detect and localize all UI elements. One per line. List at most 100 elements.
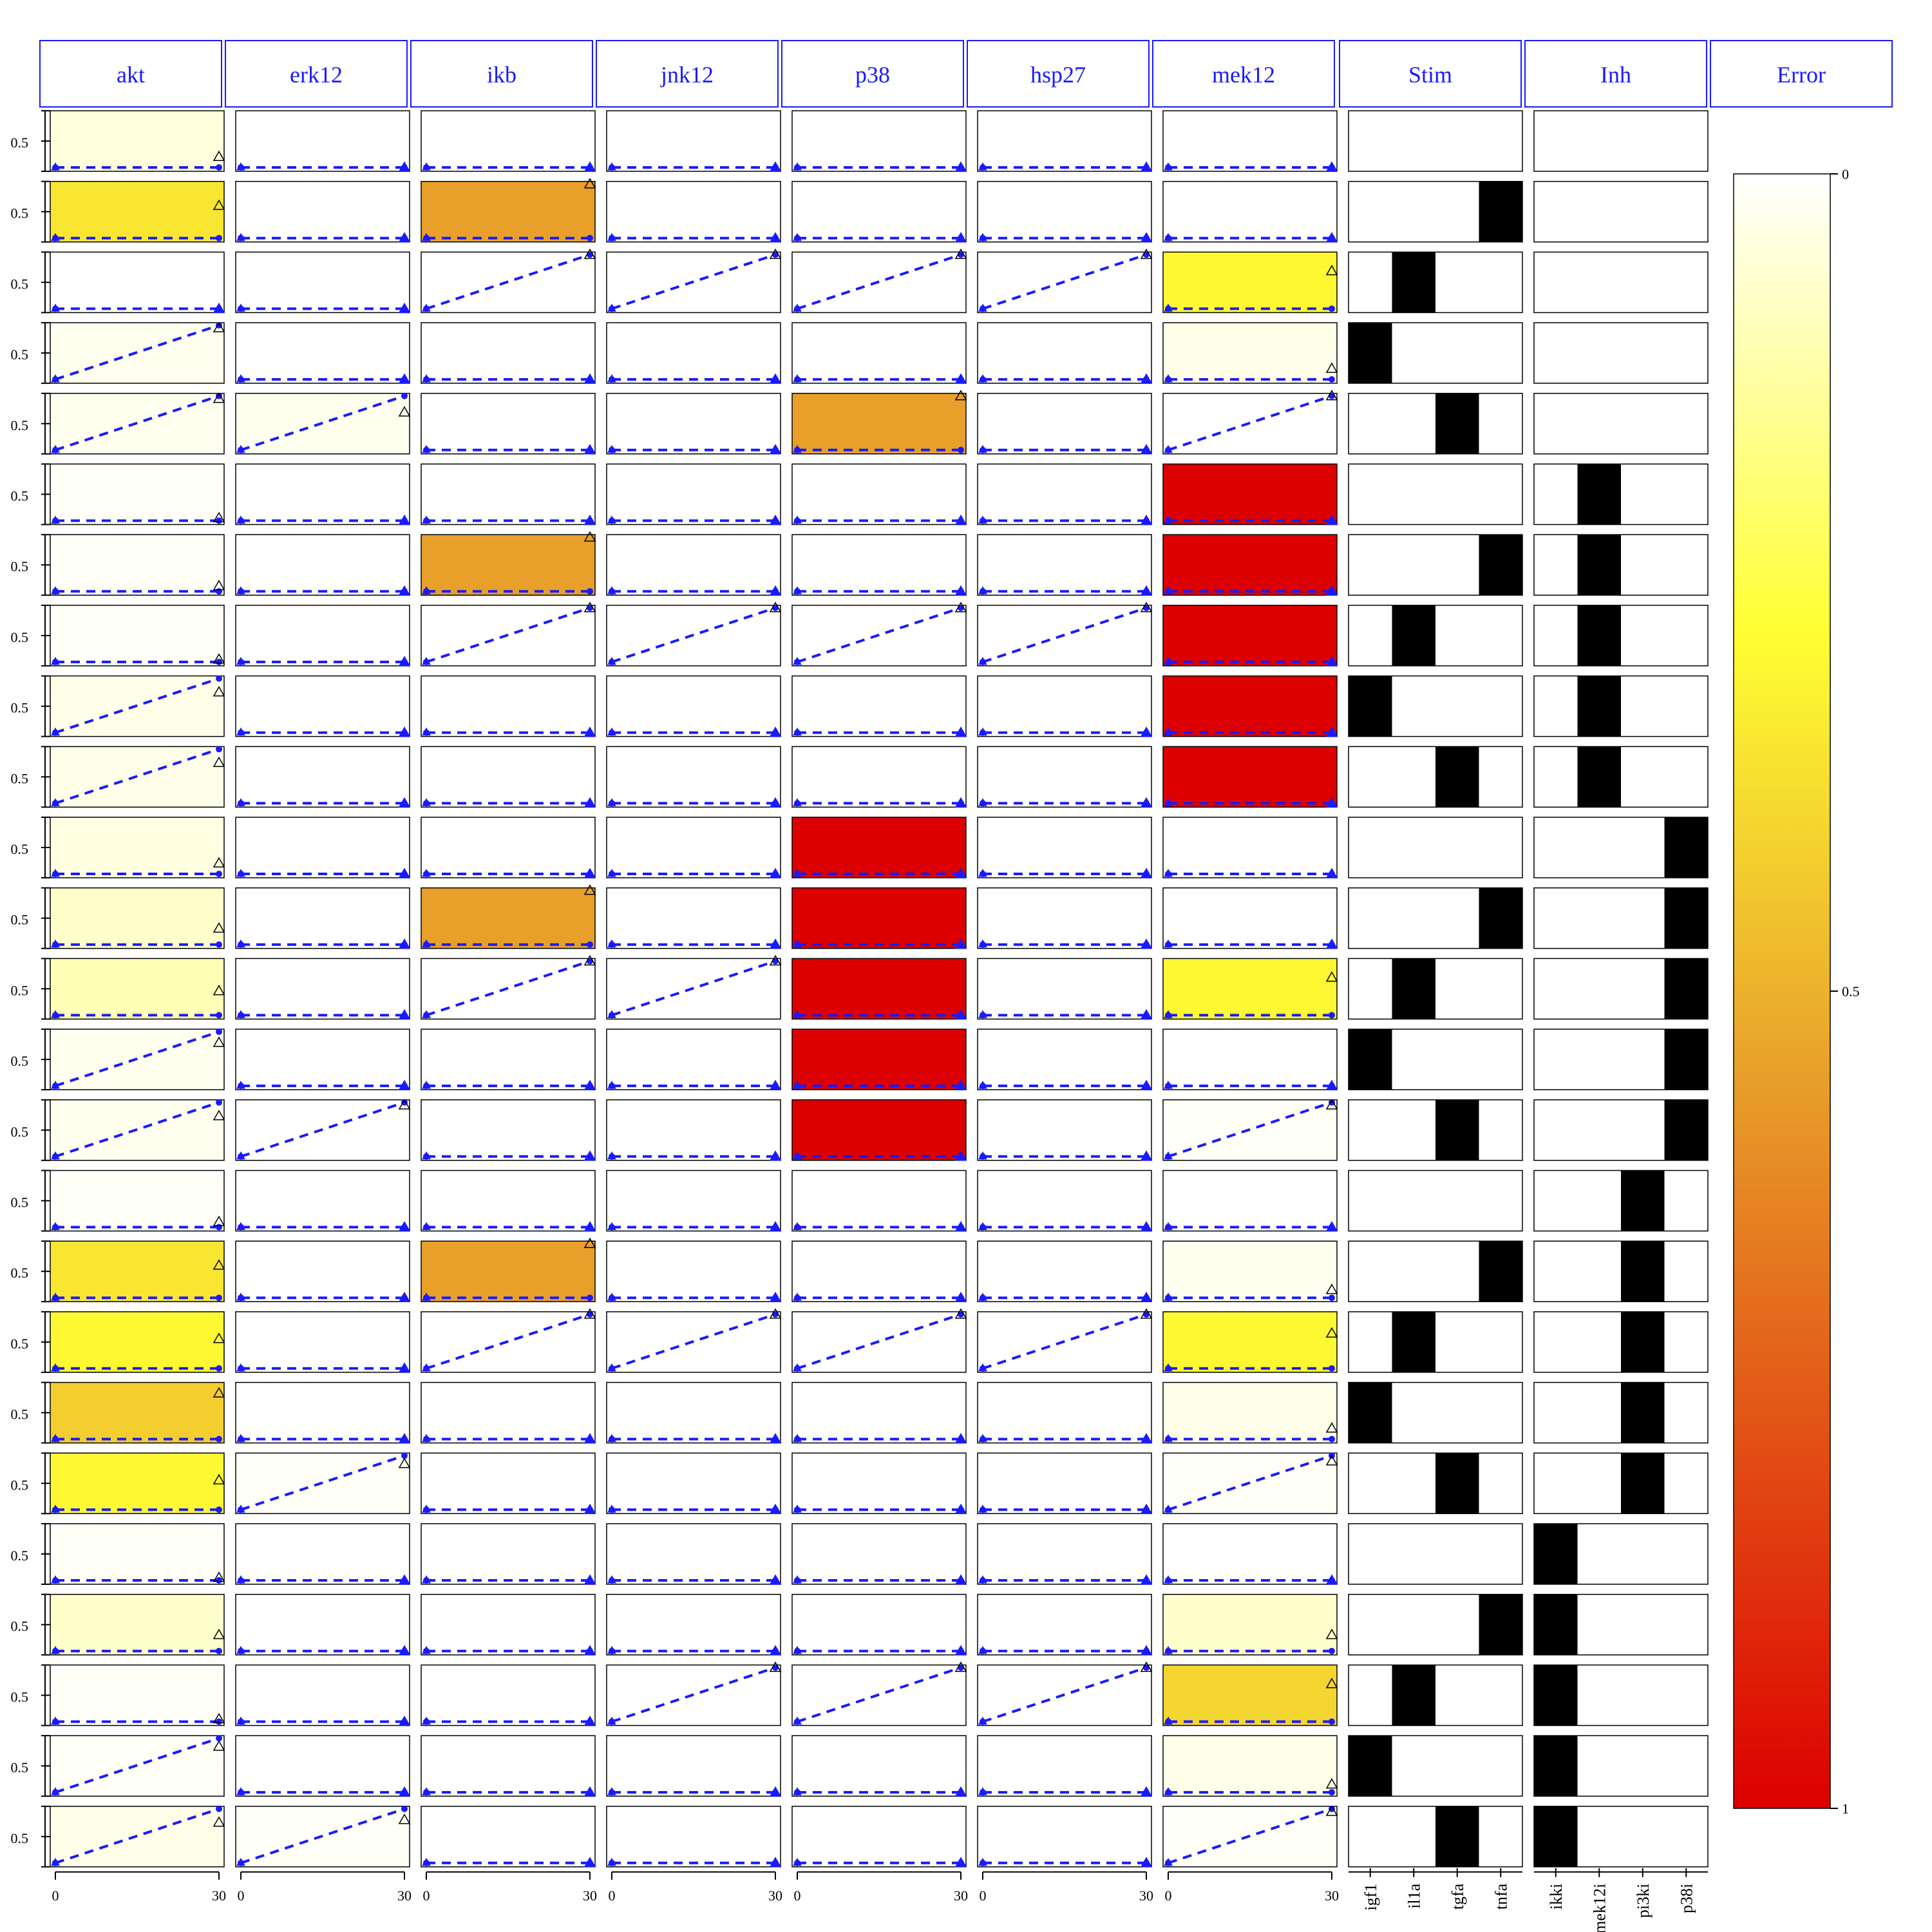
data-triangle — [583, 1857, 596, 1868]
data-triangle — [607, 1787, 616, 1795]
simulation-line — [797, 1666, 961, 1723]
data-triangle — [607, 798, 616, 806]
data-triangle — [793, 1575, 802, 1584]
inh-on-cell — [1534, 1524, 1578, 1584]
experiment-row: 0.5 — [11, 1805, 1338, 1868]
data-triangle — [793, 1010, 802, 1018]
data-triangle — [1164, 1010, 1173, 1018]
data-triangle — [793, 1363, 802, 1372]
data-triangle — [213, 511, 225, 523]
error-cell — [791, 1735, 967, 1797]
simulation-point — [587, 604, 593, 611]
data-triangle — [51, 374, 60, 383]
stim-on-cell — [1479, 1594, 1522, 1655]
simulation-point — [216, 1805, 222, 1812]
data-triangle — [954, 161, 967, 172]
data-triangle — [213, 1740, 225, 1751]
x-tick-label: 30 — [1139, 1888, 1153, 1904]
error-cell — [606, 817, 781, 878]
data-triangle — [583, 1715, 596, 1727]
data-triangle — [213, 199, 225, 211]
inh-on-cell — [1621, 1311, 1665, 1372]
data-triangle — [769, 797, 782, 808]
inh-on-cell — [1577, 676, 1621, 737]
error-cell — [1162, 322, 1338, 384]
x-tick-label: 0 — [1165, 1888, 1172, 1904]
data-triangle — [213, 302, 225, 314]
stim-on-cell — [1435, 1099, 1479, 1160]
data-triangle — [422, 1575, 431, 1584]
data-triangle — [793, 656, 802, 665]
simulation-point — [587, 251, 593, 258]
data-triangle — [1140, 1291, 1153, 1302]
data-triangle — [51, 444, 60, 453]
simulation-line — [982, 1666, 1147, 1723]
stim-row-box — [1348, 1523, 1523, 1585]
simulation-point — [216, 392, 222, 399]
data-triangle — [978, 1222, 987, 1230]
error-colorbar: 00.51 — [1733, 166, 1860, 1817]
data-triangle — [398, 1574, 411, 1585]
inh-on-cell — [1534, 1594, 1578, 1655]
simulation-point — [958, 446, 964, 453]
data-triangle — [583, 884, 596, 895]
x-tick-label: 0 — [52, 1888, 59, 1904]
data-triangle — [793, 162, 802, 171]
stim-label: il1a — [1405, 1883, 1423, 1908]
data-triangle — [1164, 727, 1173, 736]
data-triangle — [422, 162, 431, 171]
data-triangle — [793, 1081, 802, 1089]
stim-on-cell — [1392, 958, 1435, 1019]
data-triangle — [793, 1293, 802, 1301]
inh-label: pi3ki — [1634, 1884, 1653, 1918]
data-triangle — [1140, 1786, 1153, 1797]
data-triangle — [236, 1787, 245, 1795]
error-cell — [1162, 817, 1338, 878]
header-box — [225, 40, 408, 108]
error-cell — [421, 1381, 596, 1444]
data-triangle — [422, 656, 431, 665]
data-triangle — [213, 150, 225, 161]
data-triangle — [954, 248, 967, 260]
stim-on-cell — [1349, 1736, 1392, 1797]
simulation-point — [1329, 376, 1335, 383]
data-triangle — [236, 374, 245, 383]
error-cell — [50, 1381, 225, 1444]
data-triangle — [954, 1857, 967, 1868]
data-triangle — [954, 1291, 967, 1302]
data-triangle — [769, 232, 782, 243]
inh-row-box — [1533, 180, 1709, 243]
data-triangle — [607, 1151, 616, 1160]
y-tick-label: 0.5 — [11, 841, 29, 857]
error-cell — [606, 110, 781, 172]
error-cell — [421, 817, 596, 878]
stim-on-cell — [1349, 1382, 1392, 1443]
error-cell — [606, 1381, 781, 1444]
data-triangle — [1140, 248, 1153, 260]
y-tick-label: 0.5 — [11, 135, 29, 151]
data-triangle — [607, 1504, 616, 1513]
experiment-row: 0.5 — [11, 110, 1338, 172]
data-triangle — [213, 857, 225, 867]
simulation-point — [1143, 1311, 1150, 1318]
y-tick-label: 0.5 — [11, 1689, 29, 1705]
error-cell — [606, 887, 781, 949]
simulation-point — [216, 1435, 222, 1443]
error-cell — [421, 1099, 596, 1161]
data-triangle — [954, 1079, 967, 1090]
error-cell — [977, 1099, 1152, 1161]
data-triangle — [954, 726, 967, 737]
simulation-point — [401, 1805, 408, 1812]
data-triangle — [583, 726, 596, 737]
header-label: Inh — [1600, 62, 1631, 88]
x-tick-label: 30 — [954, 1888, 968, 1904]
data-triangle — [1164, 1222, 1173, 1230]
data-triangle — [769, 1574, 782, 1585]
data-triangle — [236, 1151, 245, 1160]
data-triangle — [51, 1716, 60, 1725]
data-triangle — [236, 1222, 245, 1230]
error-cell — [606, 1099, 781, 1161]
experiment-row: 0.5 — [11, 1237, 1338, 1303]
experiment-row: 0.5 — [11, 178, 1338, 243]
